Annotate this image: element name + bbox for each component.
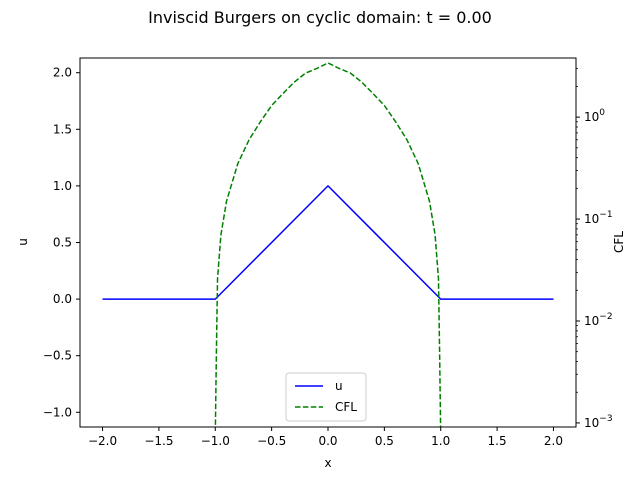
x-tick-label: 1.0 (431, 434, 450, 448)
y-tick-label: 1.5 (53, 122, 72, 136)
y-axis-label: u (16, 238, 30, 246)
legend-box (285, 372, 367, 422)
y2-tick-label: 100 (584, 108, 605, 124)
x-tick-label: 0.5 (375, 434, 394, 448)
y-tick-label: −0.5 (43, 349, 72, 363)
y-tick-label: −1.0 (43, 405, 72, 419)
y2-tick-label: 10−1 (584, 210, 613, 226)
series-layer (102, 62, 554, 427)
x-tick-label: −0.5 (257, 434, 286, 448)
legend-label-u: u (335, 379, 343, 393)
series-line-cfl (214, 62, 442, 427)
y-tick-label: 0.5 (53, 236, 72, 250)
x-tick-label: 1.5 (488, 434, 507, 448)
legend: u CFL (285, 372, 367, 422)
y2-axis-label: CFL (612, 231, 626, 253)
x-axis-label: x (324, 456, 331, 470)
y-axis: −1.0 −0.5 0.0 0.5 1.0 1.5 2.0 (43, 66, 80, 419)
x-tick-label: −1.0 (201, 434, 230, 448)
x-tick-label: −2.0 (88, 434, 117, 448)
legend-label-cfl: CFL (335, 400, 357, 414)
x-tick-label: −1.5 (144, 434, 173, 448)
x-tick-label: 0.0 (318, 434, 337, 448)
series-line-u (102, 185, 554, 300)
x-axis: −2.0 −1.5 −1.0 −0.5 0.0 0.5 1.0 1.5 2.0 (88, 427, 563, 448)
y-tick-label: 1.0 (53, 179, 72, 193)
chart-title: Inviscid Burgers on cyclic domain: t = 0… (148, 8, 492, 27)
y2-tick-label: 10−3 (584, 414, 613, 430)
x-tick-label: 2.0 (544, 434, 563, 448)
y2-tick-label: 10−2 (584, 312, 613, 328)
y2-axis: 10−3 10−2 10−1 100 (576, 68, 613, 430)
y-tick-label: 0.0 (53, 292, 72, 306)
y-tick-label: 2.0 (53, 66, 72, 80)
